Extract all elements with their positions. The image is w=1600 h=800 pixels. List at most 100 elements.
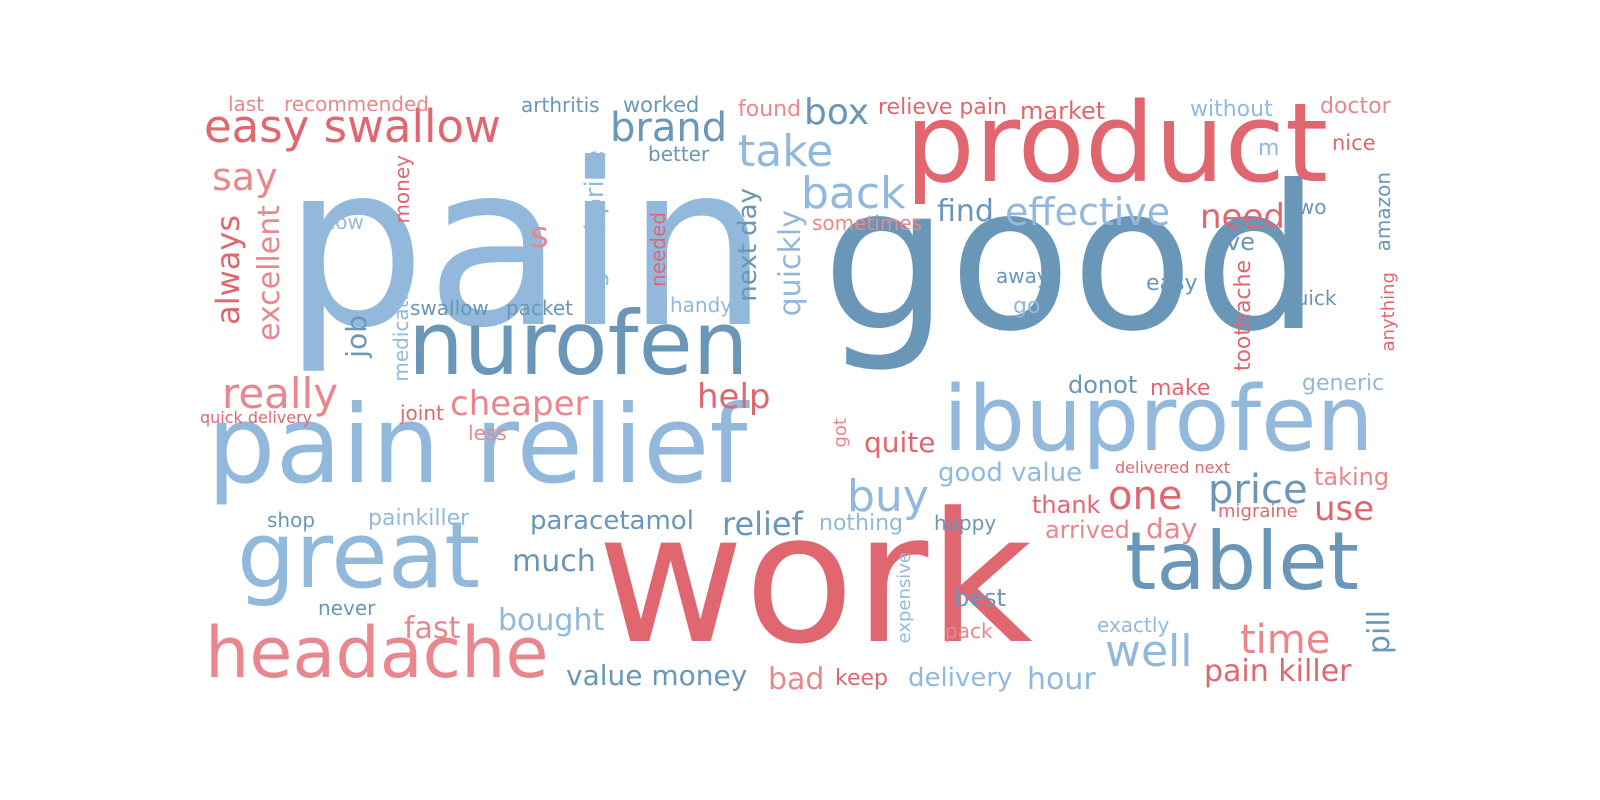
word-pain: pain [283, 116, 769, 378]
word-ibuprofen: ibuprofen [943, 367, 1374, 472]
word-really: really [222, 369, 339, 418]
word-next-day: next day [733, 188, 763, 302]
word-take: take [738, 126, 834, 177]
word-tablet: tablet [1125, 515, 1359, 608]
word-buy: buy [847, 471, 929, 522]
word-painkiller: painkiller [368, 506, 470, 531]
word-nurofen: nurofen [408, 292, 749, 395]
word-price: price [1208, 467, 1308, 513]
word-pain-relief: pain relief [207, 383, 748, 508]
word-pain-killer: pain killer [1204, 654, 1352, 689]
word-paracetamol: paracetamol [530, 506, 694, 536]
word-good-price: good price [580, 150, 610, 288]
word-got: got [830, 418, 851, 448]
word-away: away [996, 264, 1049, 288]
word-needed: needed [646, 212, 670, 287]
word-toothache: toothache [1231, 260, 1256, 372]
word-generic: generic [1302, 371, 1385, 396]
word-good: good [822, 143, 1321, 376]
word-nothing: nothing [819, 511, 903, 536]
word-migraine: migraine [1218, 501, 1298, 522]
word-relieve-pain: relieve pain [878, 95, 1007, 120]
word-back: back [801, 168, 906, 219]
word-without: without [1190, 97, 1273, 122]
word-expensive: expensive [894, 552, 915, 644]
word-last: last [228, 92, 265, 116]
word-know: know [311, 210, 364, 234]
word-swallow: swallow [410, 296, 489, 320]
word-shop: shop [267, 508, 316, 532]
word-best: best [954, 584, 1006, 612]
word-delivered-next: delivered next [1115, 458, 1230, 477]
word-arrived: arrived [1045, 516, 1130, 544]
word-fast: fast [404, 611, 461, 646]
word-find: find [937, 194, 994, 229]
word-two: two [1290, 195, 1327, 219]
word-less: less [468, 421, 507, 445]
word-much: much [512, 544, 596, 579]
word-well: well [1105, 626, 1193, 677]
word-taking: taking [1314, 463, 1390, 491]
word-anything: anything [1378, 272, 1399, 352]
word-ve: ve [1226, 228, 1255, 256]
word-sometimes: sometimes [812, 211, 923, 235]
word-day: day [1146, 512, 1198, 545]
word-easy-swallow: easy swallow [204, 100, 501, 153]
word-market: market [1020, 97, 1106, 125]
word-amazon: amazon [1371, 172, 1395, 252]
word-arthritis: arthritis [521, 93, 600, 117]
word-keep: keep [835, 666, 888, 691]
word-value-money: value money [566, 659, 748, 692]
word-donot: donot [1068, 371, 1138, 399]
word-exactly: exactly [1097, 613, 1170, 637]
word-quickly: quickly [773, 210, 808, 317]
word-need: need [1200, 197, 1285, 237]
word-worked: worked [623, 93, 700, 117]
word-easy: easy [1146, 271, 1198, 296]
word-found: found [738, 97, 802, 122]
word-nice: nice [1332, 131, 1376, 155]
word-cheaper: cheaper [450, 384, 589, 424]
word-work: work [597, 475, 1033, 684]
word-brand: brand [610, 105, 728, 151]
word-help: help [697, 377, 771, 417]
word-go: go [1013, 294, 1041, 319]
word-box: box [804, 92, 870, 133]
word-m: m [1258, 136, 1280, 161]
word-relief: relief [722, 505, 803, 543]
word-product: product [905, 79, 1329, 207]
word-effective: effective [1005, 190, 1171, 234]
word-s: s [530, 215, 549, 256]
word-handy: handy [670, 293, 733, 317]
word-money: money [390, 155, 414, 224]
word-delivery: delivery [908, 663, 1013, 693]
word-time: time [1240, 617, 1331, 663]
word-bought: bought [498, 603, 605, 638]
word-good-value: good value [938, 458, 1083, 488]
word-say: say [212, 155, 278, 199]
word-recommended: recommended [284, 92, 429, 116]
word-packet: packet [506, 296, 573, 320]
word-make: make [1150, 376, 1211, 401]
word-quick: quick [1283, 286, 1337, 310]
word-bad: bad [768, 662, 825, 697]
word-pack: pack [945, 619, 993, 643]
word-happy: happy [934, 511, 997, 535]
word-excellent: excellent [252, 205, 287, 342]
word-quick-delivery: quick delivery [200, 408, 313, 427]
word-one: one [1108, 473, 1183, 519]
word-pill: pill [1362, 610, 1397, 655]
word-great: great [237, 502, 481, 609]
word-job: job [340, 315, 373, 358]
word-doctor: doctor [1320, 94, 1391, 119]
word-never: never [318, 596, 376, 620]
word-joint: joint [400, 401, 444, 425]
word-always: always [209, 215, 247, 325]
word-thank: thank [1032, 491, 1101, 519]
word-use: use [1314, 489, 1375, 529]
word-quite: quite [864, 426, 936, 459]
word-headache: headache [205, 612, 549, 694]
word-hour: hour [1027, 662, 1096, 697]
word-better: better [648, 142, 710, 166]
